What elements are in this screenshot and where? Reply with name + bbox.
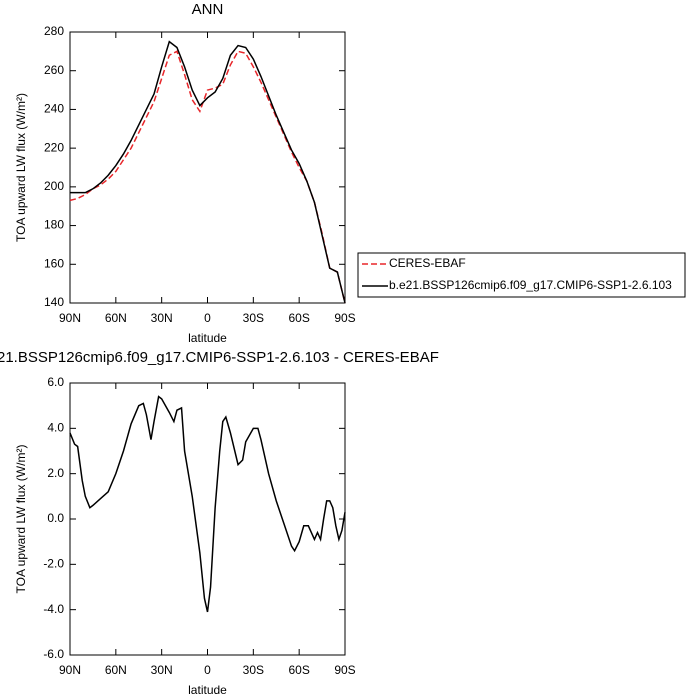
data-line [69,50,346,304]
x-tick-label: 90S [334,311,355,325]
y-tick-label: 260 [44,63,64,77]
plot-frame [69,382,346,656]
plot-frame [69,31,346,304]
chart-title: ANN [192,1,224,18]
x-tick-label: 0 [204,311,211,325]
x-tick-label: 90N [59,663,81,677]
y-tick-label: 140 [44,295,64,309]
y-tick-label: 0.0 [47,511,64,525]
y-tick-label: 160 [44,256,64,270]
y-tick-label: -4.0 [43,602,64,616]
y-tick-label: 2.0 [47,466,64,480]
y-tick-label: 180 [44,218,64,232]
legend-label: CERES-EBAF [389,256,466,270]
x-tick-label: 0 [204,663,211,677]
y-tick-label: 6.0 [47,375,64,389]
x-axis-label: latitude [188,683,227,697]
chart-title: b.e21.BSSP126cmip6.f09_g17.CMIP6-SSP1-2.… [0,349,439,366]
legend-box [357,252,686,298]
x-tick-label: 60S [288,311,309,325]
data-line [69,395,346,613]
y-tick-label: -2.0 [43,557,64,571]
y-tick-label: -6.0 [43,647,64,661]
x-tick-label: 60N [105,663,127,677]
x-tick-label: 30N [151,663,173,677]
x-tick-label: 30N [151,311,173,325]
x-tick-label: 30S [243,663,264,677]
x-tick-label: 90S [334,663,355,677]
y-axis-label: TOA upward LW flux (W/m²) [14,93,28,242]
y-axis-label: TOA upward LW flux (W/m²) [14,445,28,594]
x-axis-label: latitude [188,331,227,345]
data-line [70,40,346,304]
y-tick-label: 240 [44,102,64,116]
x-tick-label: 60S [288,663,309,677]
x-tick-label: 60N [105,311,127,325]
y-tick-label: 220 [44,140,64,154]
legend-label: b.e21.BSSP126cmip6.f09_g17.CMIP6-SSP1-2.… [389,278,672,292]
x-tick-label: 90N [59,311,81,325]
y-tick-label: 280 [44,24,64,38]
y-tick-label: 200 [44,179,64,193]
y-tick-label: 4.0 [47,421,64,435]
x-tick-label: 30S [243,311,264,325]
